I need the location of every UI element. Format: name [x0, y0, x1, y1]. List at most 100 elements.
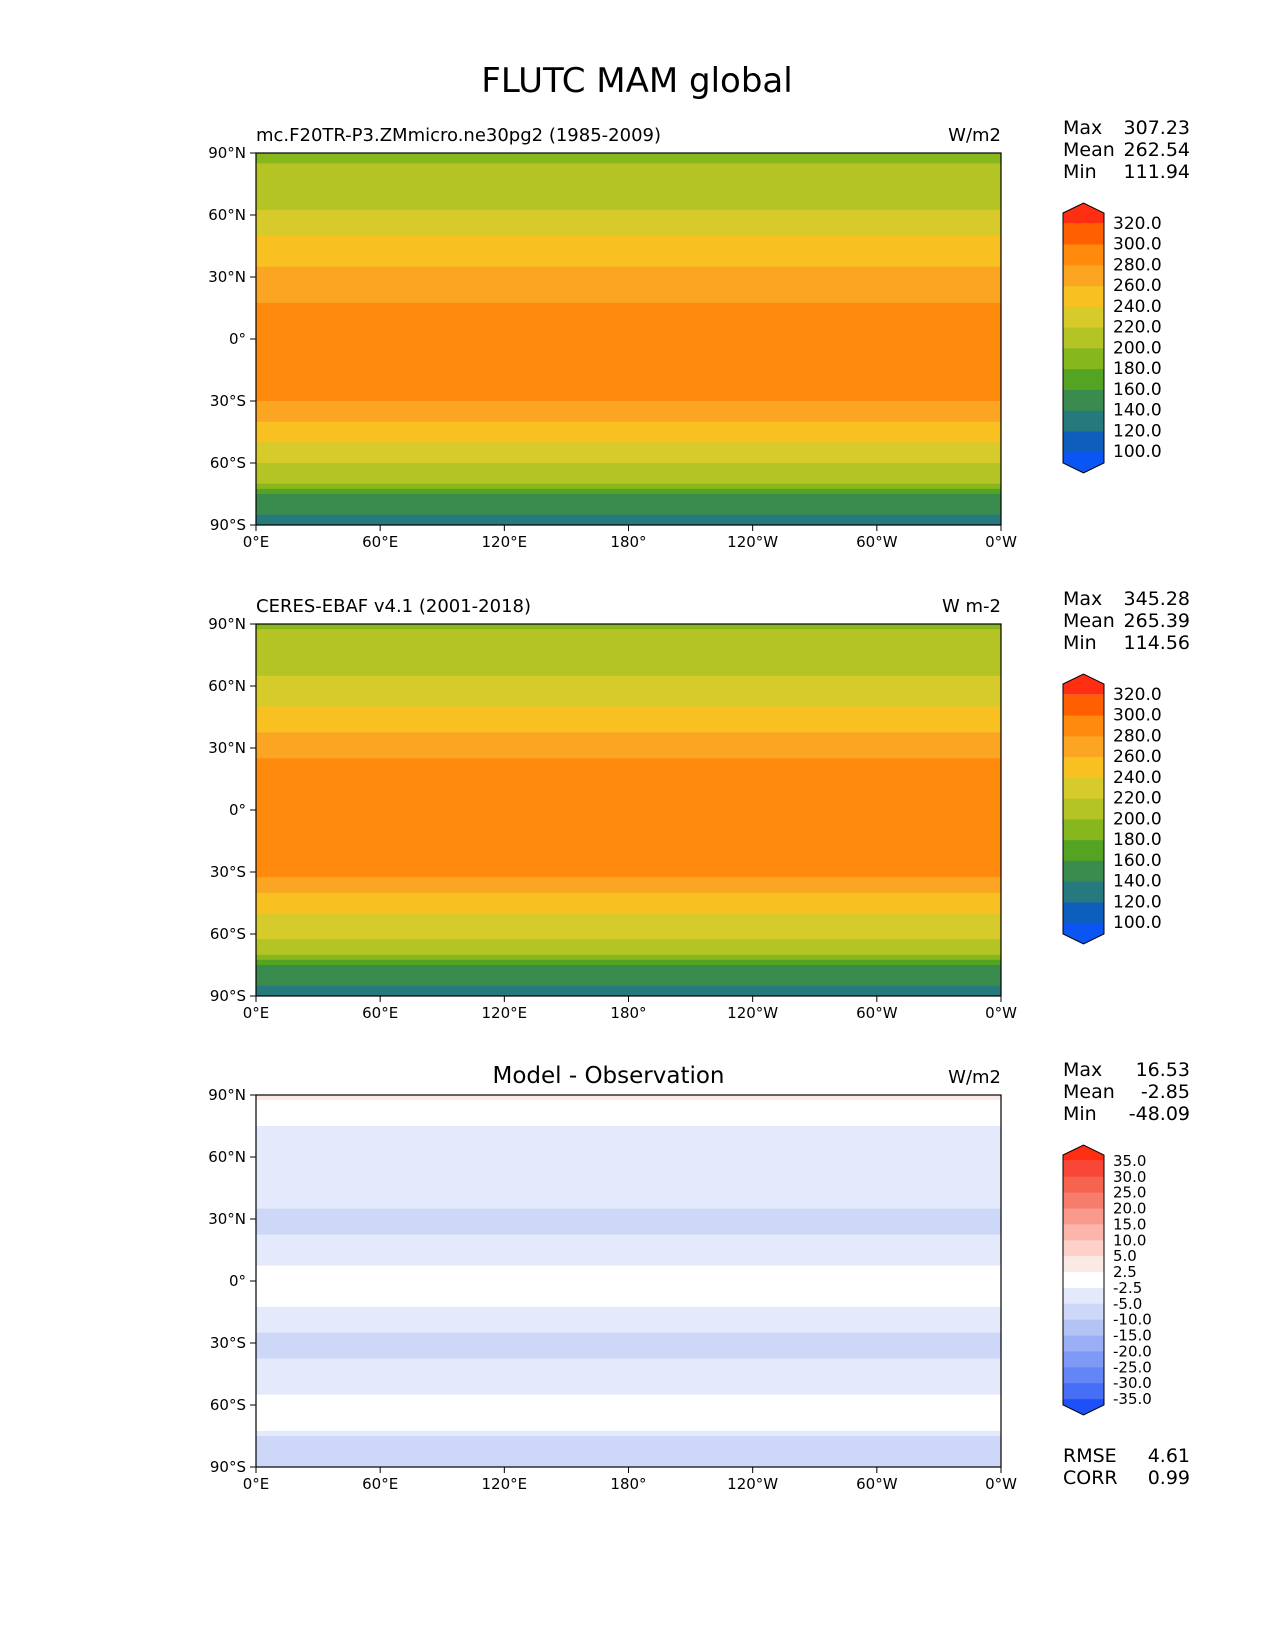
x-tick-label: 0°E: [243, 1475, 270, 1493]
lat-band: [256, 230, 1001, 237]
stat-value: 265.39: [1124, 610, 1190, 632]
lat-band: [256, 810, 1001, 816]
lat-band: [256, 1399, 1001, 1406]
stat-label: Min: [1063, 161, 1097, 183]
lat-band: [256, 918, 1001, 925]
colorbar-label: 140.0: [1113, 872, 1162, 892]
lat-band: [256, 1461, 1001, 1467]
lat-band: [256, 447, 1001, 454]
lat-band: [256, 1312, 1001, 1318]
lat-band: [256, 680, 1001, 687]
lat-band: [256, 1193, 1001, 1200]
colorbar-swatch: [1063, 1176, 1104, 1194]
lat-band: [256, 297, 1001, 304]
lat-band: [256, 153, 1001, 159]
lat-band: [256, 308, 1001, 314]
lat-band: [256, 1213, 1001, 1220]
lat-band: [256, 199, 1001, 206]
y-tick-label: 30°N: [208, 268, 246, 286]
x-tick-label: 180°: [610, 1475, 646, 1493]
lat-band: [256, 1327, 1001, 1334]
field-2: [256, 624, 1001, 996]
lat-band: [256, 1441, 1001, 1448]
lat-band: [256, 468, 1001, 475]
panel-title: CERES-EBAF v4.1 (2001-2018): [256, 596, 531, 617]
lat-band: [256, 220, 1001, 227]
lat-band: [256, 990, 1001, 996]
x-tick-label: 0°E: [243, 533, 270, 551]
lat-band: [256, 1286, 1001, 1293]
lat-band: [256, 1317, 1001, 1324]
colorbar-swatch: [1063, 1383, 1104, 1400]
lat-band: [256, 266, 1001, 273]
lat-band: [256, 349, 1001, 356]
lat-band: [256, 913, 1001, 920]
colorbar-swatch: [1063, 1319, 1104, 1337]
lat-band: [256, 1451, 1001, 1458]
lat-band: [256, 194, 1001, 201]
lat-band: [256, 1368, 1001, 1375]
stat-value: 345.28: [1124, 588, 1190, 610]
y-tick-label: 30°S: [210, 863, 246, 881]
lat-band: [256, 421, 1001, 428]
colorbar-swatch: [1063, 348, 1104, 370]
panel-title: mc.F20TR-P3.ZMmicro.ne30pg2 (1985-2009): [256, 125, 661, 146]
lat-band: [256, 463, 1001, 469]
panel-units: W m-2: [942, 596, 1001, 617]
lat-band: [256, 1208, 1001, 1215]
lat-band: [256, 437, 1001, 444]
lat-band: [256, 784, 1001, 791]
x-tick-label: 180°: [610, 533, 646, 551]
lat-band: [256, 1177, 1001, 1184]
colorbar-label: -25.0: [1113, 1358, 1152, 1376]
lat-band: [256, 1384, 1001, 1391]
colorbar-label: 240.0: [1113, 768, 1162, 788]
x-tick-label: 120°W: [727, 533, 778, 551]
x-tick-label: 60°W: [856, 1004, 898, 1022]
colorbar-swatch: [1063, 1335, 1104, 1352]
lat-band: [256, 1157, 1001, 1163]
lat-band: [256, 934, 1001, 940]
lat-band: [256, 499, 1001, 506]
lat-band: [256, 1100, 1001, 1107]
lat-band: [256, 344, 1001, 351]
colorbar-outline: [1062, 673, 1105, 945]
lat-band: [256, 861, 1001, 868]
lat-band: [256, 204, 1001, 211]
colorbar-label: 200.0: [1113, 338, 1162, 358]
lat-band: [256, 339, 1001, 345]
lat-band: [256, 846, 1001, 853]
lat-band: [256, 897, 1001, 904]
lat-band: [256, 426, 1001, 433]
lat-band: [256, 1430, 1001, 1437]
lat-band: [256, 1332, 1001, 1339]
lat-band: [256, 742, 1001, 749]
lat-band: [256, 1234, 1001, 1241]
lat-band: [256, 753, 1001, 760]
colorbar-label: 25.0: [1113, 1184, 1146, 1202]
lat-band: [256, 856, 1001, 863]
lat-band: [256, 1224, 1001, 1231]
lat-band: [256, 866, 1001, 873]
colorbar-label: 100.0: [1113, 913, 1162, 933]
colorbar-swatch: [1063, 757, 1104, 779]
lat-band: [256, 1105, 1001, 1112]
y-tick-label: 60°N: [208, 1148, 246, 1166]
colorbar-swatch: [1063, 777, 1104, 800]
lat-band: [256, 835, 1001, 842]
lat-band: [256, 1260, 1001, 1267]
lat-band: [256, 624, 1001, 630]
colorbar-label: -20.0: [1113, 1342, 1152, 1360]
colorbar-label: 280.0: [1113, 726, 1162, 746]
x-tick-label: 0°W: [985, 1004, 1017, 1022]
x-tick-label: 60°W: [856, 533, 898, 551]
lat-band: [256, 665, 1001, 672]
lat-band: [256, 406, 1001, 413]
stat-value: -48.09: [1129, 1103, 1190, 1125]
lat-band: [256, 794, 1001, 801]
lat-band: [256, 675, 1001, 682]
lat-band: [256, 1198, 1001, 1205]
lat-band: [256, 318, 1001, 325]
lat-band: [256, 1363, 1001, 1370]
colorbar-swatch: [1063, 223, 1104, 246]
